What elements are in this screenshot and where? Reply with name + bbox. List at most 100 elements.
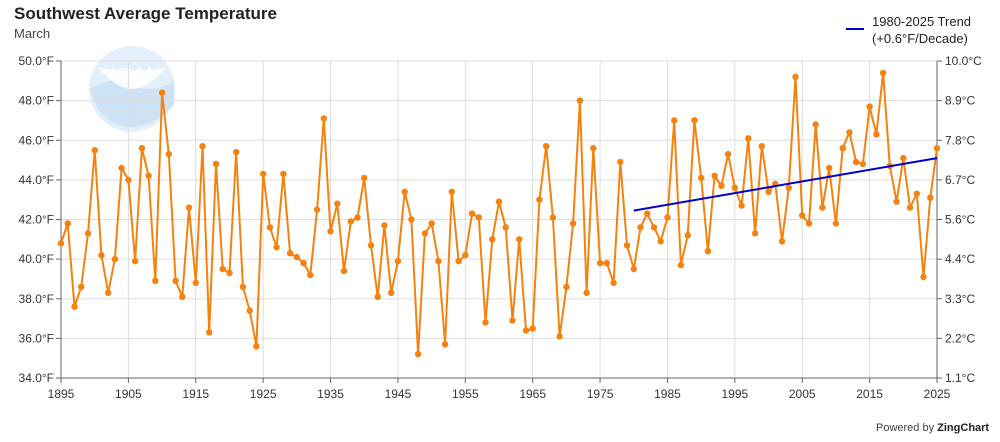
temperature-point [738, 202, 745, 209]
temperature-point [900, 154, 907, 162]
temperature-point [307, 271, 314, 279]
temperature-point [536, 196, 543, 203]
y-tick-label-right: 5.6°C [945, 213, 975, 227]
temperature-point [549, 214, 557, 221]
temperature-point [603, 259, 610, 267]
temperature-point [71, 303, 78, 310]
temperature-point [509, 317, 516, 324]
temperature-point [219, 265, 226, 273]
temperature-point [778, 238, 786, 245]
temperature-point [698, 174, 705, 182]
temperature-point [792, 73, 799, 81]
temperature-point [401, 188, 408, 195]
temperature-point [300, 259, 307, 267]
temperature-point [253, 343, 260, 350]
temperature-point [522, 327, 530, 334]
x-tick-label: 1945 [385, 387, 412, 401]
temperature-point [212, 160, 220, 168]
temperature-point [414, 351, 422, 358]
y-tick-label-right: 10.0°C [945, 54, 982, 68]
temperature-point [131, 257, 139, 265]
temperature-point [468, 210, 476, 217]
y-tick-label-right: 1.1°C [945, 371, 975, 385]
temperature-point [462, 252, 469, 259]
temperature-point [718, 182, 725, 189]
y-tick-label-left: 40.0°F [19, 252, 54, 266]
temperature-point [266, 224, 274, 231]
temperature-point [590, 145, 597, 152]
temperature-point [489, 236, 496, 243]
trend-line [633, 157, 938, 212]
temperature-point [280, 170, 287, 178]
x-tick-label: 1985 [654, 387, 681, 401]
temperature-point [239, 283, 247, 291]
x-tick-label: 2025 [924, 387, 951, 401]
temperature-point [327, 228, 334, 235]
y-tick-label-left: 46.0°F [19, 133, 54, 147]
temperature-point [724, 150, 732, 158]
temperature-point [704, 248, 712, 255]
x-tick-label: 1965 [519, 387, 546, 401]
temperature-point [105, 289, 112, 296]
x-tick-label: 1915 [182, 387, 209, 401]
credit-prefix: Powered by [876, 422, 938, 434]
temperature-point [152, 277, 159, 285]
temperature-point [455, 257, 462, 265]
temperature-point [320, 115, 327, 122]
temperature-point [91, 147, 98, 154]
x-tick-label: 1905 [115, 387, 142, 401]
temperature-point [617, 158, 624, 166]
credit-brand[interactable]: ZingChart [937, 422, 990, 434]
temperature-point [361, 174, 368, 182]
temperature-point [623, 242, 631, 249]
x-tick-label: 1955 [452, 387, 479, 401]
temperature-point [852, 158, 860, 166]
x-tick-label: 1935 [317, 387, 344, 401]
temperature-point [671, 117, 678, 124]
temperature-point [637, 224, 644, 231]
temperature-point [145, 172, 152, 180]
temperature-point [812, 121, 819, 128]
temperature-point [199, 143, 206, 150]
temperature-point [839, 145, 846, 152]
y-tick-label-right: 4.4°C [945, 252, 975, 266]
temperature-point [125, 176, 132, 184]
powered-by-credit[interactable]: Powered by ZingChart [876, 422, 989, 434]
temperature-point [664, 214, 671, 221]
temperature-point [246, 307, 253, 314]
legend[interactable]: 1980-2025 Trend (+0.6°F/Decade) [846, 13, 971, 47]
temperature-point [388, 289, 395, 296]
temperature-point [313, 206, 321, 213]
temperature-point [758, 143, 765, 150]
temperature-point [859, 160, 867, 168]
x-tick-label: 1975 [587, 387, 614, 401]
temperature-point [165, 150, 172, 158]
temperature-point [920, 273, 927, 281]
temperature-point [846, 129, 853, 136]
temperature-point [64, 220, 71, 227]
temperature-point [421, 230, 429, 237]
temperature-point [293, 253, 300, 261]
x-tick-label: 2015 [856, 387, 883, 401]
temperature-point [138, 145, 146, 152]
legend-trend-label: 1980-2025 Trend [872, 14, 972, 29]
temperature-point [650, 224, 658, 231]
series-layer [57, 69, 941, 358]
temperature-point [765, 188, 772, 195]
temperature-point [111, 255, 119, 263]
y-tick-label-left: 42.0°F [19, 213, 54, 227]
temperature-point [630, 265, 637, 273]
temperature-point [826, 164, 833, 172]
noaa-logo: NOAA [88, 45, 176, 138]
temperature-point [543, 143, 550, 150]
temperature-point [529, 325, 536, 332]
temperature-point [495, 198, 503, 205]
temperature-point [583, 289, 590, 296]
temperature-point [334, 200, 341, 207]
temperature-point [118, 164, 125, 172]
temperature-series-line [60, 71, 938, 356]
y-tick-label-left: 38.0°F [19, 292, 54, 306]
temperature-point [84, 230, 92, 237]
temperature-point [933, 145, 941, 152]
